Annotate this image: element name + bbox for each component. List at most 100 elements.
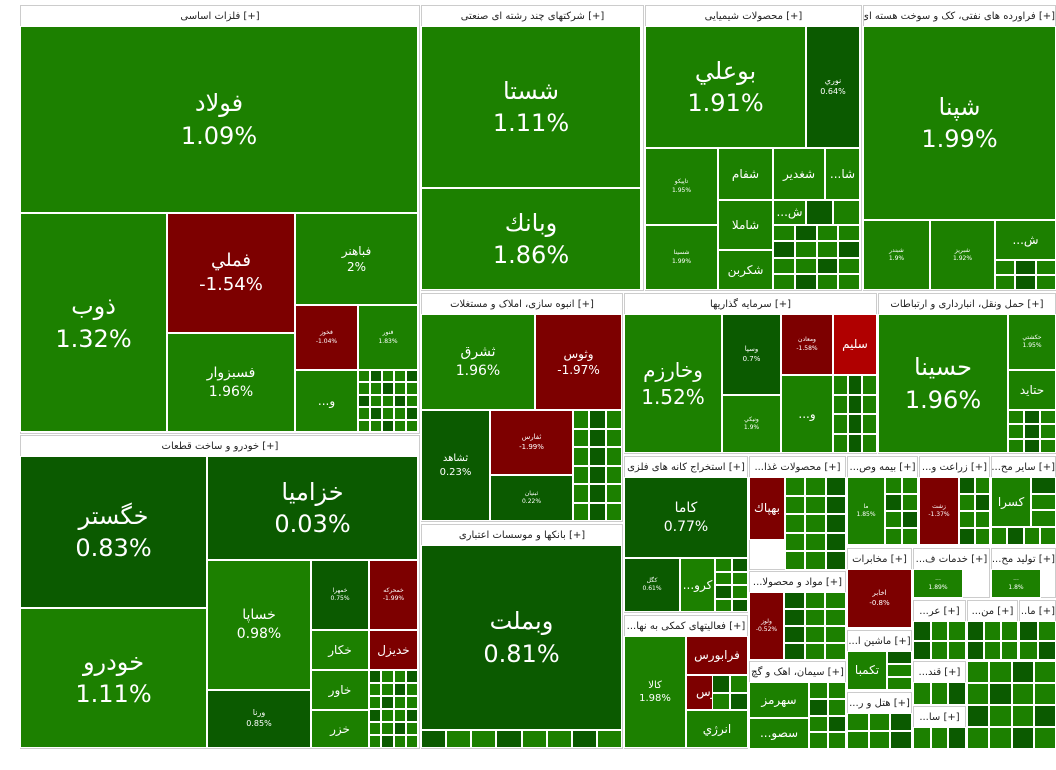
small-tile[interactable] [838, 273, 860, 290]
small-tile[interactable] [974, 511, 990, 528]
small-tile[interactable] [596, 730, 622, 748]
small-tile[interactable] [773, 241, 795, 258]
small-tile[interactable] [381, 722, 394, 735]
small-tile[interactable] [1001, 621, 1018, 641]
small-tile[interactable] [1031, 477, 1056, 494]
stock-tile[interactable]: ذوب 1.32% [20, 213, 167, 432]
stock-tile[interactable]: اخابر -0.8% [847, 569, 912, 628]
small-tile[interactable] [1008, 424, 1024, 439]
small-tile[interactable] [847, 433, 863, 453]
stock-tile[interactable]: ...سصو [749, 718, 809, 749]
small-tile[interactable] [406, 370, 418, 383]
stock-tile[interactable]: کاما 0.77% [624, 477, 748, 558]
small-tile[interactable] [393, 683, 406, 696]
small-tile[interactable] [730, 675, 748, 693]
sector-title[interactable]: [+] ما... [1020, 606, 1055, 617]
small-tile[interactable] [984, 621, 1001, 641]
stock-tile[interactable]: ثشرق 1.96% [421, 314, 535, 410]
stock-tile[interactable]: فملي -1.54% [167, 213, 295, 333]
small-tile[interactable] [805, 495, 826, 515]
small-tile[interactable] [369, 670, 382, 683]
small-tile[interactable] [381, 696, 394, 709]
stock-tile[interactable]: وثوس -1.97% [535, 314, 622, 410]
small-tile[interactable] [833, 394, 848, 414]
stock-tile[interactable]: وبانك 1.86% [421, 188, 641, 290]
small-tile[interactable] [948, 727, 966, 749]
small-tile[interactable] [546, 730, 572, 748]
small-tile[interactable] [868, 731, 891, 749]
sector-title[interactable]: [+] خودرو و ساخت قطعات [161, 441, 279, 452]
small-tile[interactable] [1033, 705, 1056, 727]
sector-title[interactable]: [+] فلزات اساسی [180, 11, 260, 22]
small-tile[interactable] [995, 275, 1016, 290]
stock-tile[interactable]: فسبزوار 1.96% [167, 333, 295, 432]
small-tile[interactable] [825, 592, 846, 609]
small-tile[interactable] [1033, 727, 1056, 749]
stock-tile[interactable]: شاملا [718, 200, 773, 250]
small-tile[interactable] [1019, 640, 1038, 660]
stock-tile[interactable]: ونيكي 1.9% [722, 395, 781, 453]
sector-title[interactable]: [+] سا... [919, 712, 960, 723]
small-tile[interactable] [605, 465, 622, 484]
small-tile[interactable] [406, 407, 418, 420]
small-tile[interactable] [989, 661, 1012, 683]
small-tile[interactable] [1033, 661, 1056, 683]
stock-tile[interactable]: حسينا 1.96% [878, 314, 1008, 453]
stock-tile[interactable]: وبملت 0.81% [421, 545, 622, 730]
small-tile[interactable] [369, 709, 382, 722]
stock-tile[interactable]: شستا 1.11% [421, 26, 641, 188]
stock-tile[interactable]: ...شا [825, 148, 860, 200]
sector-title[interactable]: [+] فراورده های نفتی، کک و سوخت هسته ای [864, 11, 1055, 22]
small-tile[interactable] [573, 410, 590, 429]
small-tile[interactable] [804, 626, 826, 643]
small-tile[interactable] [847, 414, 863, 434]
small-tile[interactable] [571, 730, 597, 748]
small-tile[interactable] [901, 494, 918, 511]
small-tile[interactable] [573, 465, 590, 484]
small-tile[interactable] [959, 477, 975, 494]
small-tile[interactable] [930, 621, 949, 641]
small-tile[interactable] [974, 528, 990, 545]
small-tile[interactable] [827, 715, 846, 733]
sector-title[interactable]: [+] محصولات غذا... [754, 462, 841, 473]
stock-tile[interactable]: خزامیا 0.03% [207, 456, 418, 560]
stock-tile[interactable]: ومعادن -1.58% [781, 314, 833, 375]
small-tile[interactable] [573, 502, 590, 521]
stock-tile[interactable]: فخوز -1.04% [295, 305, 358, 370]
small-tile[interactable] [959, 494, 975, 511]
small-tile[interactable] [804, 643, 826, 660]
stock-tile[interactable]: ...ش [773, 200, 806, 225]
small-tile[interactable] [794, 241, 817, 258]
small-tile[interactable] [959, 528, 975, 545]
small-tile[interactable] [369, 683, 382, 696]
small-tile[interactable] [967, 683, 990, 705]
stock-tile[interactable]: ولوز -0.52% [749, 592, 784, 660]
small-tile[interactable] [967, 727, 990, 749]
small-tile[interactable] [833, 375, 848, 395]
small-tile[interactable] [847, 731, 869, 749]
small-tile[interactable] [393, 722, 406, 735]
sector-title[interactable]: [+] فعالیتهای کمکی به نها... [626, 621, 746, 632]
small-tile[interactable] [804, 609, 826, 626]
small-tile[interactable] [967, 661, 990, 683]
small-tile[interactable] [989, 683, 1012, 705]
sector-title[interactable]: [+] سرمایه گذاریها [709, 299, 792, 310]
sector-title[interactable]: [+] سایر مح... [992, 462, 1055, 473]
small-tile[interactable] [773, 257, 795, 274]
stock-tile[interactable]: ورنا 0.85% [207, 690, 311, 748]
small-tile[interactable] [731, 598, 748, 612]
small-tile[interactable] [809, 682, 828, 699]
small-tile[interactable] [393, 735, 406, 748]
small-tile[interactable] [959, 511, 975, 528]
small-tile[interactable] [885, 528, 902, 545]
small-tile[interactable] [825, 551, 846, 570]
small-tile[interactable] [1024, 410, 1040, 425]
stock-tile[interactable]: سليم [833, 314, 877, 375]
small-tile[interactable] [1011, 683, 1034, 705]
sector-title[interactable]: [+] هتل و ر... [849, 698, 910, 709]
small-tile[interactable] [847, 713, 869, 731]
small-tile[interactable] [1040, 438, 1056, 453]
small-tile[interactable] [825, 514, 846, 533]
sector-title[interactable]: [+] استخراج کانه های فلزی [627, 462, 745, 473]
sector-title[interactable]: [+] حمل ونقل، انبارداری و ارتباطات [890, 299, 1044, 310]
